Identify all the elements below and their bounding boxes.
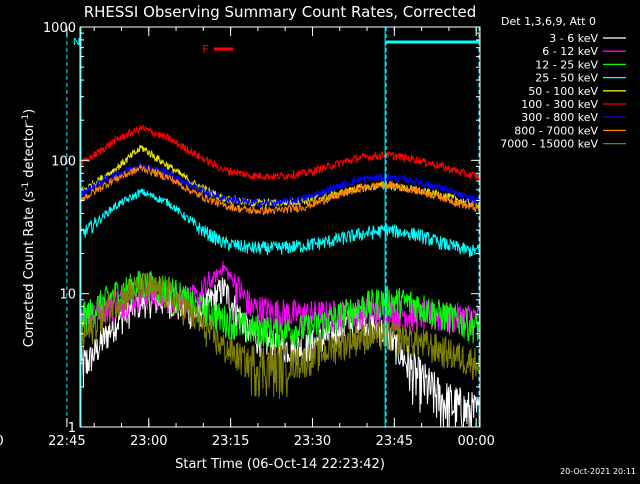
chart-title: RHESSI Observing Summary Count Rates, Co… (84, 3, 477, 21)
legend-label-3: 25 - 50 keV (535, 72, 598, 85)
legend-label-2: 12 - 25 keV (535, 58, 598, 71)
y-tick-label-1: 10 (59, 288, 76, 303)
series-line-6 (79, 161, 481, 208)
legend-label-0: 3 - 6 keV (549, 32, 598, 45)
legend-label-7: 800 - 7000 keV (514, 124, 598, 137)
plot-frame (79, 26, 481, 428)
y-axis-label-mid: detector (22, 122, 37, 182)
legend-label-4: 50 - 100 keV (528, 85, 598, 98)
x-tick-label-2: 23:00 (130, 434, 167, 449)
y-axis-label-end: ) (22, 109, 37, 114)
y-tick-label-0: 1 (68, 421, 76, 436)
y-tick-label-3: 1000 (43, 21, 76, 36)
legend-label-5: 100 - 300 keV (521, 98, 598, 111)
series-line-8 (79, 272, 481, 399)
y-axis-label-sup1: -1 (21, 182, 31, 191)
series-line-3 (79, 188, 481, 258)
series-line-5 (79, 123, 481, 181)
y-axis-label: Corrected Count Rate (s-1 detector-1) (21, 109, 37, 347)
y-tick-label-2: 100 (51, 154, 76, 169)
plot-timestamp: 20-Oct-2021 20:11 (560, 467, 636, 476)
plot-area: N F 1 10 100 1000 22:30 22:45 23:00 23:15 23:30 23:… (0, 21, 495, 449)
x-axis-label: Start Time (06-Oct-14 22:23:42) (175, 457, 385, 472)
legend-header: Det 1,3,6,9, Att 0 (501, 15, 596, 28)
legend-label-1: 6 - 12 keV (542, 45, 598, 58)
x-tick-label-0: 22:30 (0, 434, 4, 449)
series-line-7 (79, 163, 480, 216)
x-tick-label-5: 23:45 (376, 434, 413, 449)
y-axis-label-main: Corrected Count Rate (s (22, 191, 37, 348)
night-flag-label: N (73, 37, 80, 48)
x-tick-label-3: 23:15 (212, 434, 249, 449)
x-tick-label-4: 23:30 (294, 434, 331, 449)
legend-label-8: 7000 - 15000 keV (500, 138, 598, 151)
x-tick-label-1: 22:45 (48, 434, 85, 449)
flare-flag-label: F (202, 43, 208, 56)
y-axis-label-sup2: -1 (21, 114, 31, 123)
legend-label-6: 300 - 800 keV (521, 111, 598, 124)
x-tick-label-6: 00:00 (457, 434, 494, 449)
